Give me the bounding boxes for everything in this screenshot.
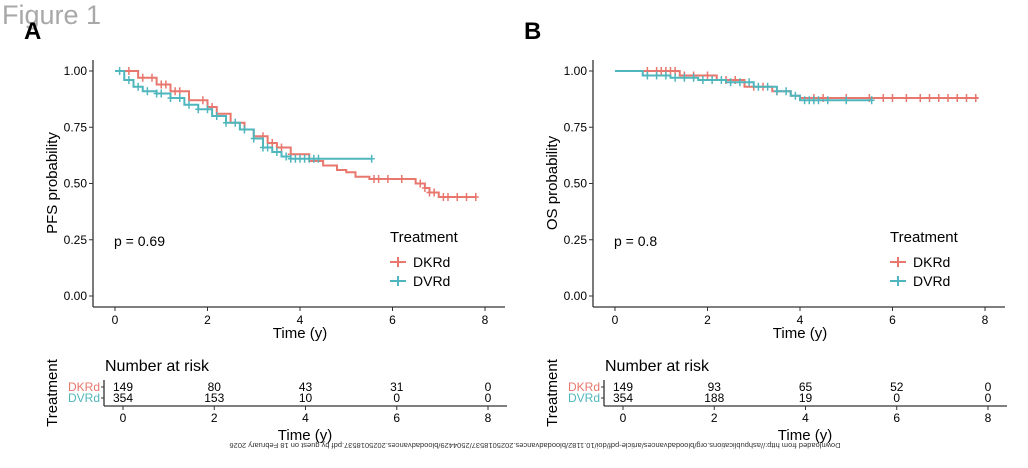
- panel-b-y-tick-label: 0.75: [564, 120, 588, 134]
- panel-a-risk-x-tick-label: 6: [393, 411, 400, 425]
- panel-b-y-tick-label: 0.00: [564, 289, 588, 303]
- panel-b-risk-value: 52: [890, 380, 904, 394]
- panel-b-risk-x-tick-label: 6: [893, 411, 900, 425]
- panel-a-x-tick-label: 4: [297, 313, 304, 327]
- panel-b-risk-x-tick-label: 8: [985, 411, 992, 425]
- panel-a-risk-value: 10: [299, 391, 313, 405]
- panel-a-risk-value: 0: [393, 391, 400, 405]
- panel-b-risk-y-axis-label: Treatment: [544, 358, 561, 427]
- panel-b-y-tick-label: 1.00: [564, 64, 588, 78]
- panel-b-y-tick-label: 0.50: [564, 177, 588, 191]
- panel-b-x-axis-label: Time (y): [773, 325, 827, 342]
- panel-a-risk-value: 354: [113, 391, 133, 405]
- panel-a-risk-value: 43: [299, 380, 313, 394]
- panel-a-legend-title: Treatment: [390, 229, 459, 246]
- panel-a-risk-value: 149: [113, 380, 133, 394]
- panel-a-x-tick-label: 6: [389, 313, 396, 327]
- panel-a-x-tick-label: 8: [482, 313, 489, 327]
- figure-title: Figure 1: [2, 0, 102, 30]
- panel-b-risk-x-tick-label: 2: [711, 411, 718, 425]
- panel-a-risk-table-title: Number at risk: [105, 358, 210, 375]
- panel-b-risk-value: 65: [799, 380, 813, 394]
- panel-a-risk-x-tick-label: 8: [485, 411, 492, 425]
- panel-b-risk-row-label-dkrd: DKRd: [568, 380, 600, 394]
- panel-b-risk-x-axis-label: Time (y): [778, 427, 832, 444]
- panel-b-risk-value: 93: [708, 380, 722, 394]
- panel-a-risk-row-label-dkrd: DKRd: [68, 380, 100, 394]
- panel-b-risk-table-title: Number at risk: [605, 358, 710, 375]
- panel-a-y-tick-label: 0.75: [64, 120, 88, 134]
- panel-b-risk-x-tick-label: 0: [620, 411, 627, 425]
- panel-label-a: A: [24, 18, 42, 45]
- panel-a-curve-dkrd: [115, 70, 476, 198]
- panel-a-y-tick-label: 0.00: [64, 289, 88, 303]
- download-watermark: Downloaded from http://ashpublications.o…: [229, 441, 841, 450]
- panel-a-risk-y-axis-label: Treatment: [44, 358, 61, 427]
- panel-b-legend-label-dkrd: DKRd: [913, 254, 950, 270]
- panel-a-risk-value: 0: [485, 380, 492, 394]
- panel-b-p-value: p = 0.8: [614, 233, 657, 249]
- panel-a-p-value: p = 0.69: [114, 233, 165, 249]
- panel-a-x-tick-label: 0: [112, 313, 119, 327]
- panel-b-risk-value: 0: [985, 380, 992, 394]
- panel-b-legend-title: Treatment: [890, 229, 959, 246]
- panel-b-risk-value: 354: [613, 391, 633, 405]
- panel-a-risk-x-tick-label: 2: [211, 411, 218, 425]
- panel-b-risk-value: 188: [704, 391, 724, 405]
- panel-b-risk-x-tick-label: 4: [802, 411, 809, 425]
- panel-b-x-tick-label: 6: [889, 313, 896, 327]
- panel-b-legend-label-dvrd: DVRd: [913, 273, 950, 289]
- panel-b-risk-value: 0: [985, 391, 992, 405]
- panel-a-x-tick-label: 2: [204, 313, 211, 327]
- panel-a-risk-row-label-dvrd: DVRd: [68, 391, 100, 405]
- panel-a-risk-x-tick-label: 4: [302, 411, 309, 425]
- panel-a-curve-dvrd: [115, 70, 372, 160]
- panel-b-risk-value: 19: [799, 391, 813, 405]
- panel-b-risk-value: 0: [893, 391, 900, 405]
- panel-a-x-axis-label: Time (y): [273, 325, 327, 342]
- panel-a-risk-value: 80: [208, 380, 222, 394]
- panel-a-y-tick-label: 0.50: [64, 177, 88, 191]
- panel-b-risk-value: 149: [613, 380, 633, 394]
- panel-a-risk-x-tick-label: 0: [120, 411, 127, 425]
- panel-a-y-tick-label: 1.00: [64, 64, 88, 78]
- panel-b-x-tick-label: 0: [612, 313, 619, 327]
- panel-a-legend-label-dkrd: DKRd: [413, 254, 450, 270]
- panel-b-curve-dvrd: [615, 70, 872, 102]
- panel-b-y-axis-label: OS probability: [544, 135, 561, 230]
- panel-a-y-tick-label: 0.25: [64, 233, 88, 247]
- panel-a-y-axis-label: PFS probability: [44, 132, 61, 234]
- panel-b-x-tick-label: 8: [982, 313, 989, 327]
- panel-a-legend-label-dvrd: DVRd: [413, 273, 450, 289]
- panel-b-x-tick-label: 2: [704, 313, 711, 327]
- panel-a-risk-value: 153: [204, 391, 224, 405]
- panel-a-risk-value: 0: [485, 391, 492, 405]
- panel-b-y-tick-label: 0.25: [564, 233, 588, 247]
- panel-label-b: B: [524, 18, 542, 45]
- panel-b-x-tick-label: 4: [797, 313, 804, 327]
- panel-a-risk-x-axis-label: Time (y): [278, 427, 332, 444]
- panel-b-risk-row-label-dvrd: DVRd: [568, 391, 600, 405]
- panel-a-risk-value: 31: [390, 380, 404, 394]
